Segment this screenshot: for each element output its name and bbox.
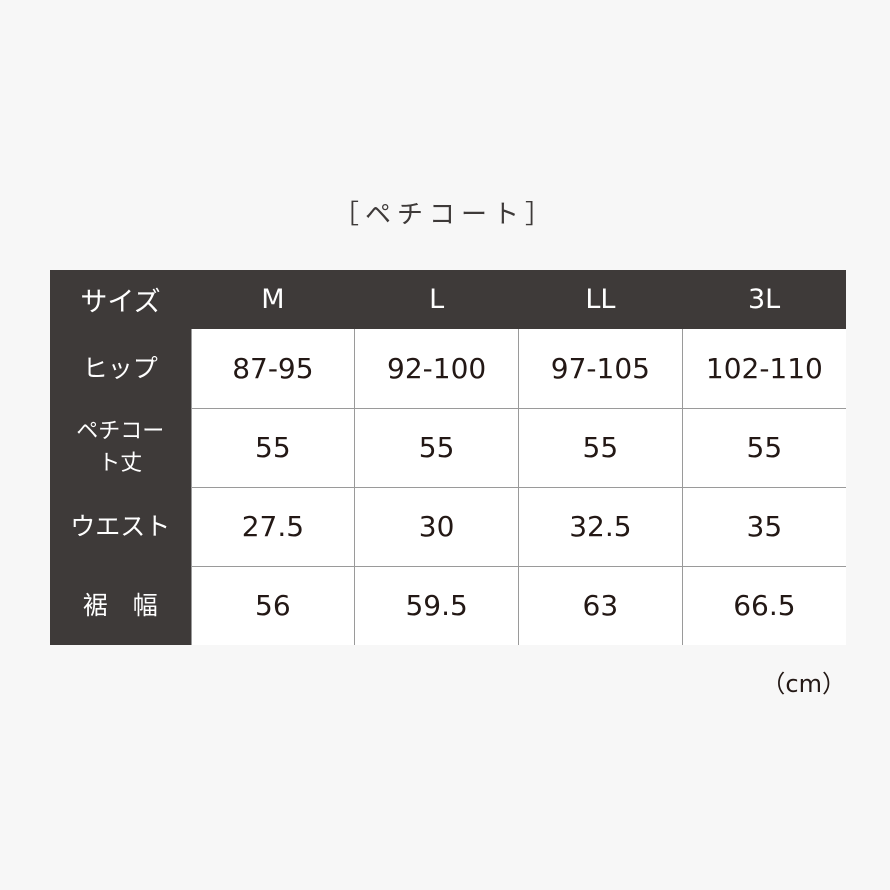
header-cell-l: L: [354, 270, 519, 329]
table-row: ウエスト 27.5 30 32.5 35: [50, 486, 846, 567]
table-cell: 32.5: [518, 486, 683, 567]
row-label-text: ペチコート丈: [76, 418, 165, 476]
size-table: サイズ M L LL 3L ヒップ 87-95 92-100 97-105 10…: [50, 270, 846, 645]
table-cell: 63: [518, 565, 683, 645]
header-cell-ll: LL: [518, 270, 683, 329]
header-cell-3l: 3L: [682, 270, 846, 329]
row-label-hem-width: 裾 幅: [50, 566, 191, 645]
table-row: ヒップ 87-95 92-100 97-105 102-110: [50, 329, 846, 409]
table-row: ペチコート丈 55 55 55 55: [50, 407, 846, 488]
row-label-waist: ウエスト: [50, 487, 191, 566]
page-title: ［ペチコート］: [332, 200, 557, 230]
table-cell: 87-95: [190, 329, 356, 409]
table-cell: 97-105: [518, 329, 683, 409]
table-cell: 30: [354, 486, 519, 567]
table-row: 裾 幅 56 59.5 63 66.5: [50, 565, 846, 645]
table-cell: 55: [681, 407, 846, 488]
header-row: サイズ M L LL 3L: [50, 270, 846, 329]
table-cell: 55: [354, 407, 519, 488]
table-cell: 55: [518, 407, 683, 488]
table-cell: 55: [190, 407, 356, 488]
table-cell: 92-100: [354, 329, 519, 409]
table-cell: 35: [681, 486, 846, 567]
unit-label: （cm）: [761, 670, 846, 698]
table-cell: 102-110: [681, 329, 846, 409]
table-cell: 27.5: [190, 486, 356, 567]
row-label-hip: ヒップ: [50, 329, 191, 408]
header-cell-m: M: [191, 270, 355, 329]
table-cell: 66.5: [681, 565, 846, 645]
header-cell-size: サイズ: [50, 270, 191, 329]
table-cell: 59.5: [354, 565, 519, 645]
table-cell: 56: [190, 565, 356, 645]
row-label-petticoat-length: ペチコート丈: [50, 408, 191, 487]
